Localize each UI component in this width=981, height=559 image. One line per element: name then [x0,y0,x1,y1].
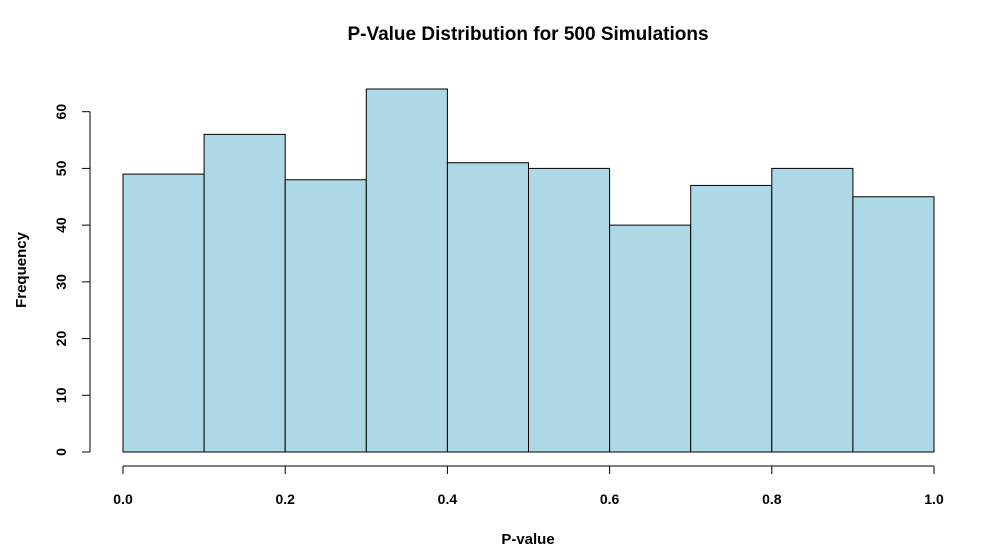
y-tick-label: 50 [53,160,69,176]
x-tick-label: 0.0 [113,491,133,507]
histogram-bar-0 [122,173,205,453]
y-tick-label: 40 [53,217,69,233]
chart-title: P-Value Distribution for 500 Simulations [347,24,708,45]
x-tick-label: 0.6 [600,491,620,507]
histogram-bar-6 [609,224,692,453]
histogram-bar-9 [852,196,935,453]
x-tick-label: 0.8 [762,491,782,507]
y-tick-label: 30 [53,274,69,290]
y-axis: 0 10 20 30 40 50 60 [53,104,91,456]
y-tick-label: 0 [53,448,69,456]
y-tick-label: 60 [53,104,69,120]
y-axis-label: Frequency [13,231,30,308]
histogram-bar-5 [528,167,611,453]
y-tick-label: 20 [53,331,69,347]
x-tick-label: 1.0 [924,491,944,507]
y-tick-label: 10 [53,387,69,403]
histogram-bar-2 [284,179,367,453]
histogram-bar-8 [771,167,854,453]
x-tick-label: 0.2 [275,491,295,507]
histogram-bar-7 [690,184,773,453]
x-axis-label: P-value [501,531,554,548]
x-tick-label: 0.4 [438,491,458,507]
x-axis: 0.0 0.2 0.4 0.6 0.8 1.0 [113,465,944,507]
histogram-bar-4 [446,162,529,453]
histogram-bar-1 [203,133,286,453]
histogram-bar-3 [365,88,448,453]
bars-group [122,88,935,453]
